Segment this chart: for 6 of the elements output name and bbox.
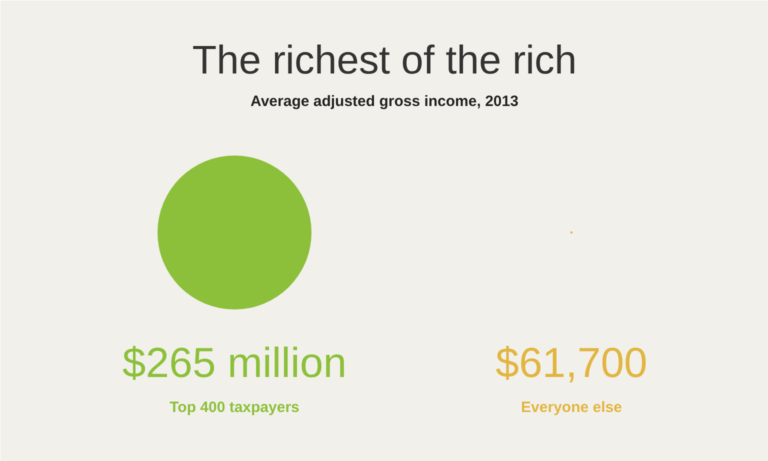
data-label: $61,700 <box>496 339 648 386</box>
data-label: $265 million <box>122 339 347 386</box>
text: The richest of the rich <box>192 38 577 82</box>
category-label: Everyone else <box>521 399 622 416</box>
category-label: Top 400 taxpayers <box>170 399 300 416</box>
text: Average adjusted gross income, 2013 <box>250 93 518 110</box>
